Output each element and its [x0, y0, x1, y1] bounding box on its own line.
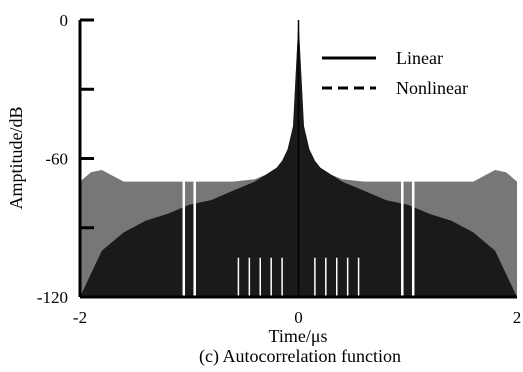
y-tick-label-2: -120: [37, 288, 68, 307]
spike-layer: [182, 20, 415, 297]
legend-label-nonlinear: Nonlinear: [396, 78, 468, 98]
y-tick-label-0: 0: [60, 11, 69, 30]
x-tick-label-2: 2: [513, 308, 522, 327]
legend-label-linear: Linear: [396, 48, 443, 68]
legend: Linear Nonlinear: [322, 48, 468, 98]
y-tick-label-1: -60: [45, 150, 68, 169]
chart-caption: (c) Autocorrelation function: [199, 346, 401, 366]
ticks: 0 -60 -120 -2 0 2: [37, 11, 521, 327]
x-tick-label-1: 0: [294, 308, 303, 327]
x-tick-label-0: -2: [73, 308, 87, 327]
x-axis-label: Time/μs: [268, 326, 327, 346]
y-axis-label: Amptitude/dB: [6, 107, 26, 210]
